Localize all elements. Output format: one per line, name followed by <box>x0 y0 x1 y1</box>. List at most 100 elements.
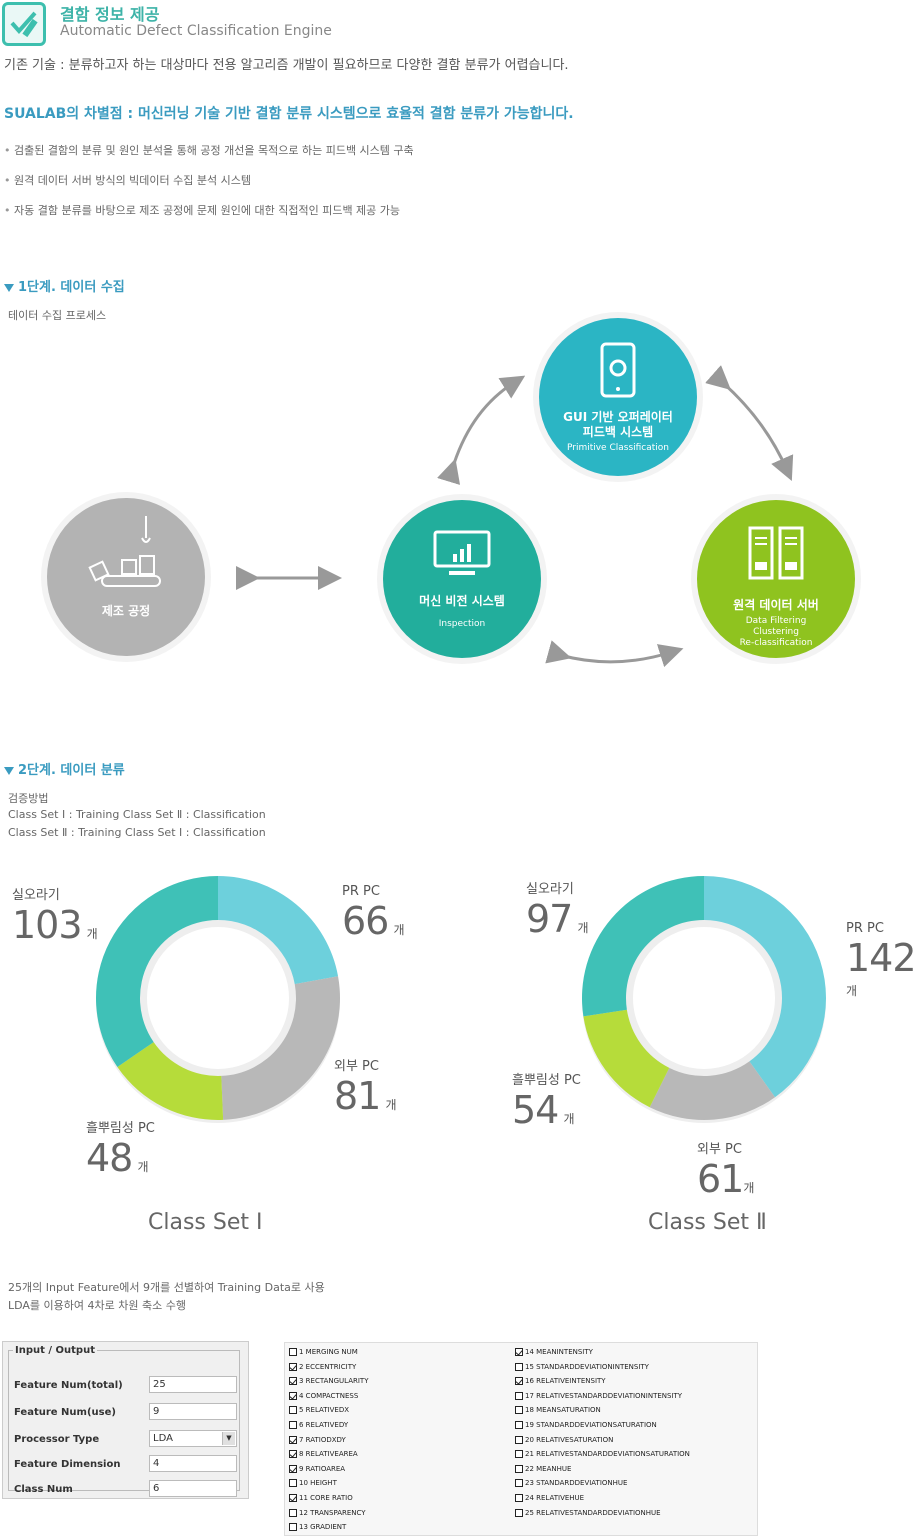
feature-checkbox[interactable] <box>289 1479 297 1488</box>
feature-dimension-field[interactable]: 4 <box>149 1455 237 1472</box>
feature-item[interactable]: 13 GRADIENT <box>289 1522 346 1532</box>
label-set1-silorangi: 실오라기 103 개 <box>12 884 98 947</box>
feature-item[interactable]: 7 RATIODXDY <box>289 1435 346 1445</box>
feature-total-field[interactable]: 25 <box>149 1376 237 1393</box>
check-pencil-icon <box>2 2 46 46</box>
label-name: 외부 PC <box>334 1059 379 1074</box>
feature-item[interactable]: 16 RELATIVEINTENSITY <box>515 1376 606 1386</box>
feature-checkbox[interactable] <box>515 1421 523 1429</box>
feature-checkbox[interactable] <box>515 1435 523 1444</box>
label-set1-scatter: 흘뿌림성 PC 48 개 <box>86 1117 155 1180</box>
feature-checkbox[interactable] <box>515 1348 523 1356</box>
server-icon <box>748 526 804 580</box>
feature-checkbox[interactable] <box>515 1508 523 1517</box>
feature-item[interactable]: 23 STANDARDDEVIATIONHUE <box>515 1478 627 1488</box>
validation-method: 검증방법 <box>8 792 49 805</box>
label-set1-prpc: PR PC 66 개 <box>342 884 405 943</box>
donut-slice <box>704 876 826 1098</box>
monitor-chart-icon <box>433 530 491 575</box>
feature-use-field[interactable]: 9 <box>149 1403 237 1420</box>
feature-checkbox[interactable] <box>289 1421 297 1429</box>
server-sub3: Re-classification <box>739 638 813 648</box>
feature-checkbox[interactable] <box>515 1464 523 1473</box>
feature-item[interactable]: 3 RECTANGULARITY <box>289 1376 369 1386</box>
feature-checkbox[interactable] <box>289 1362 297 1371</box>
label-name: PR PC <box>342 884 380 899</box>
processor-type-value: LDA <box>153 1433 173 1444</box>
feature-item[interactable]: 5 RELATIVEDX <box>289 1405 349 1415</box>
feature-item[interactable]: 24 RELATIVEHUE <box>515 1493 584 1503</box>
class-num-field[interactable]: 6 <box>149 1480 237 1497</box>
label-unit: 개 <box>86 927 98 941</box>
smartphone-gear-icon <box>600 342 636 398</box>
feature-label: 9 RATIOAREA <box>299 1464 346 1473</box>
feature-item[interactable]: 8 RELATIVEAREA <box>289 1449 358 1459</box>
feature-item[interactable]: 21 RELATIVESTANDARDDEVIATIONSATURATION <box>515 1449 690 1459</box>
feature-item[interactable]: 18 MEANSATURATION <box>515 1405 601 1415</box>
feature-item[interactable]: 9 RATIOAREA <box>289 1464 345 1474</box>
server-sub2: Clustering <box>753 627 799 637</box>
feature-item[interactable]: 12 TRANSPARENCY <box>289 1508 366 1518</box>
feature-label: 19 STANDARDDEVIATIONSATURATION <box>525 1421 657 1429</box>
feature-item[interactable]: 6 RELATIVEDY <box>289 1420 348 1430</box>
feature-checkbox[interactable] <box>515 1494 523 1502</box>
donut-slice <box>95 876 218 1067</box>
existing-tech-text: 기존 기술 : 분류하고자 하는 대상마다 전용 알고리즘 개발이 필요하므로 … <box>4 58 569 73</box>
donut-slice <box>649 1061 776 1120</box>
feature-item[interactable]: 4 COMPACTNESS <box>289 1391 358 1401</box>
page-title: 결함 정보 제공 <box>60 5 160 24</box>
donut-slice <box>582 876 704 1017</box>
validation-line1: Class Set Ⅰ : Training Class Set Ⅱ : Cla… <box>8 808 266 821</box>
feature-checkbox[interactable] <box>289 1494 297 1502</box>
feature-item[interactable]: 10 HEIGHT <box>289 1478 337 1488</box>
feature-item[interactable]: 17 RELATIVESTANDARDDEVIATIONINTENSITY <box>515 1391 682 1401</box>
feature-checkbox[interactable] <box>515 1406 523 1415</box>
feature-checkbox[interactable] <box>289 1464 297 1473</box>
feature-label: 16 RELATIVEINTENSITY <box>525 1377 606 1386</box>
feature-checkbox[interactable] <box>289 1435 297 1444</box>
feature-checkbox[interactable] <box>289 1450 297 1459</box>
node-machine-vision: 머신 비전 시스템 Inspection <box>383 500 541 658</box>
feature-item[interactable]: 19 STANDARDDEVIATIONSATURATION <box>515 1420 657 1430</box>
server-sub1: Data Filtering <box>745 616 807 626</box>
label-unit: 개 <box>846 984 858 998</box>
arrow-vision-gui <box>437 375 526 485</box>
feature-item[interactable]: 11 CORE RATIO <box>289 1493 353 1503</box>
feature-label: 11 CORE RATIO <box>299 1494 353 1502</box>
io-label-total: Feature Num(total) <box>14 1380 123 1391</box>
step1-subtitle: 테이터 수집 프로세스 <box>8 309 107 322</box>
donut-slice <box>583 1009 670 1108</box>
feature-checkbox[interactable] <box>515 1479 523 1488</box>
donut-hole <box>627 921 781 1075</box>
manufacturing-title: 제조 공정 <box>101 604 151 618</box>
bullet-item: 검출된 결함의 분류 및 원인 분석을 통해 공정 개선을 목적으로 하는 피드… <box>4 142 414 158</box>
feature-item[interactable]: 14 MEANINTENSITY <box>515 1347 593 1357</box>
label-name: 흘뿌림성 PC <box>512 1073 581 1088</box>
arrow-vision-server <box>545 640 684 668</box>
feature-checkbox[interactable] <box>289 1406 297 1415</box>
feature-checkbox[interactable] <box>289 1508 297 1517</box>
feature-checkbox[interactable] <box>289 1348 297 1356</box>
set2-title: Class Set Ⅱ <box>648 1210 767 1235</box>
feature-checkbox[interactable] <box>515 1391 523 1400</box>
io-fieldset: Input / Output Feature Num(total) 25 Fea… <box>8 1345 240 1497</box>
feature-checkbox[interactable] <box>289 1391 297 1400</box>
feature-checkbox[interactable] <box>515 1377 523 1386</box>
feature-checkbox[interactable] <box>289 1377 297 1386</box>
feature-item[interactable]: 25 RELATIVESTANDARDDEVIATIONHUE <box>515 1508 661 1518</box>
feature-label: 20 RELATIVESATURATION <box>525 1435 614 1444</box>
feature-checkbox[interactable] <box>515 1362 523 1371</box>
feature-item[interactable]: 2 ECCENTRICITY <box>289 1362 356 1372</box>
label-unit: 개 <box>393 923 405 937</box>
feature-item[interactable]: 1 MERGING NUM <box>289 1347 358 1357</box>
chevron-down-icon[interactable]: ▼ <box>222 1432 235 1445</box>
sualab-difference-text: SUALAB의 차별점 : 머신러닝 기술 기반 결함 분류 시스템으로 효율적… <box>4 106 574 122</box>
feature-item[interactable]: 22 MEANHUE <box>515 1464 571 1474</box>
feature-item[interactable]: 20 RELATIVESATURATION <box>515 1435 613 1445</box>
triangle-down-icon <box>4 766 14 775</box>
feature-item[interactable]: 15 STANDARDDEVIATIONINTENSITY <box>515 1362 649 1372</box>
feature-checkbox[interactable] <box>515 1450 523 1459</box>
feature-checkbox[interactable] <box>289 1523 297 1532</box>
feature-label: 7 RATIODXDY <box>299 1435 346 1444</box>
processor-type-select[interactable]: LDA ▼ <box>149 1430 237 1447</box>
